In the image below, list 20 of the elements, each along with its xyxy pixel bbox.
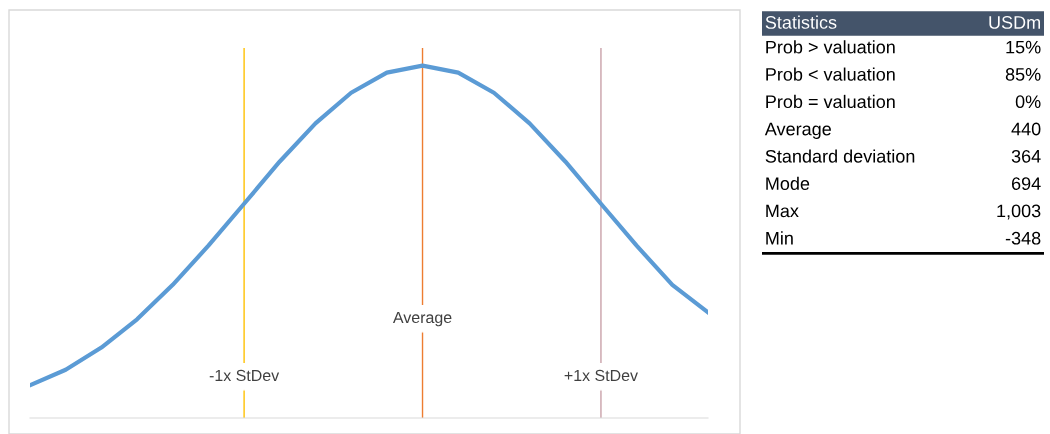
text: 0% [1015,95,1041,109]
text: 440 [1011,122,1041,136]
text: Statistics [765,15,837,29]
text: 1,003 [997,204,1041,220]
category-label: Min [766,231,793,245]
x-tick-label: +1x StDev [564,369,638,382]
category-label: Mode [766,176,810,190]
category-label: Average [764,122,831,139]
category-label: Standard deviation [765,149,915,163]
category-label: Prob > valuation [766,40,895,54]
category-label: Max [766,204,799,218]
text: 15% [1006,40,1041,54]
category-label: Prob = valuation [766,94,895,109]
text: 85% [1005,68,1041,81]
category-label: Prob < valuation [766,67,895,81]
text: 364 [1011,149,1041,163]
text: USDm [989,16,1040,29]
text: 694 [1011,177,1041,190]
text: -348 [1005,231,1041,245]
x-tick-label: -1x StDev [209,369,280,382]
